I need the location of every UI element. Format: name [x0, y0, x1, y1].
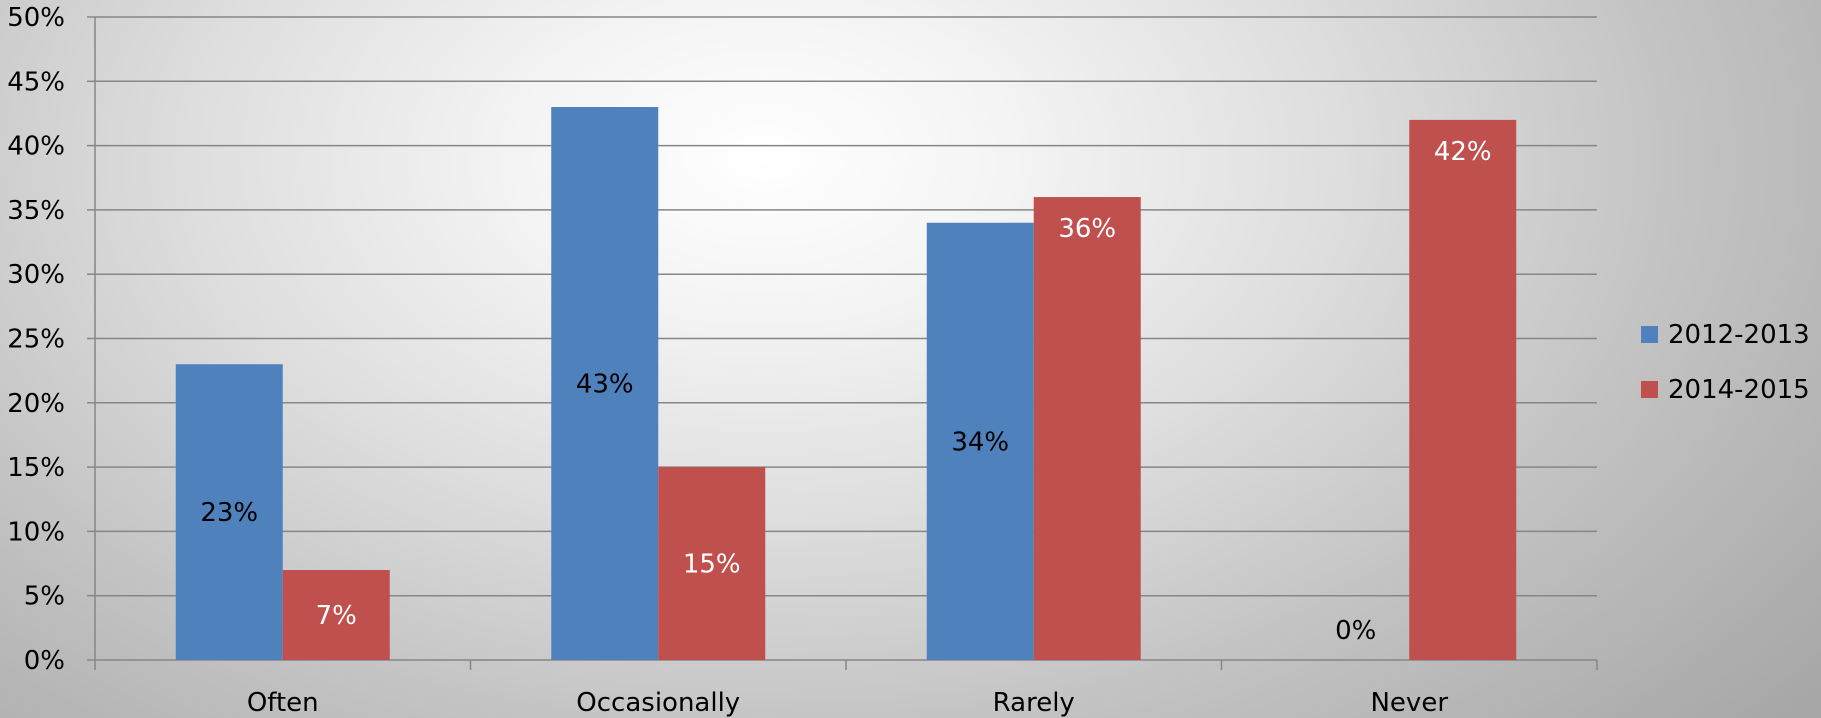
y-tick-label: 0%	[24, 646, 65, 676]
x-category-label: Never	[1370, 688, 1448, 718]
y-tick-label: 15%	[7, 453, 65, 483]
legend: 2012-2013 2014-2015	[1641, 320, 1810, 405]
bars	[175, 107, 1517, 661]
y-tick-label: 45%	[7, 67, 65, 97]
data-label: 36%	[1058, 214, 1116, 244]
data-label: 0%	[1335, 616, 1376, 646]
legend-swatch	[1641, 326, 1658, 343]
gridlines	[95, 16, 1597, 597]
bar	[1033, 197, 1141, 661]
y-tick-label: 25%	[7, 325, 65, 355]
y-tick-label: 40%	[7, 132, 65, 162]
data-label: 34%	[951, 427, 1009, 457]
x-category-label: Often	[247, 688, 319, 718]
y-tick-label: 10%	[7, 517, 65, 547]
data-label: 7%	[316, 601, 357, 631]
data-label: 43%	[576, 370, 634, 400]
data-label: 42%	[1434, 137, 1492, 167]
y-tick-label: 30%	[7, 260, 65, 290]
bar	[282, 569, 390, 660]
data-label: 15%	[683, 550, 741, 580]
y-tick-label: 50%	[7, 3, 65, 33]
x-category-label: Rarely	[993, 688, 1075, 718]
bar	[175, 364, 283, 660]
x-category-label: Occasionally	[576, 688, 740, 718]
y-tick-label: 20%	[7, 389, 65, 419]
legend-swatch	[1641, 381, 1658, 398]
bar	[926, 222, 1034, 660]
legend-label: 2014-2015	[1668, 375, 1810, 405]
legend-label: 2012-2013	[1668, 320, 1810, 350]
y-tick-label: 35%	[7, 196, 65, 226]
bar	[551, 107, 659, 660]
bar	[658, 467, 766, 660]
bar	[1409, 119, 1517, 660]
y-tick-label: 5%	[24, 582, 65, 612]
data-labels: 23% 43% 34% 0% 7% 15% 36% 42%	[200, 137, 1491, 646]
axes: 0% 5% 10% 15% 20% 25% 30% 35% 40% 45% 50% Often Occa…	[7, 3, 1598, 718]
data-label: 23%	[200, 498, 258, 528]
